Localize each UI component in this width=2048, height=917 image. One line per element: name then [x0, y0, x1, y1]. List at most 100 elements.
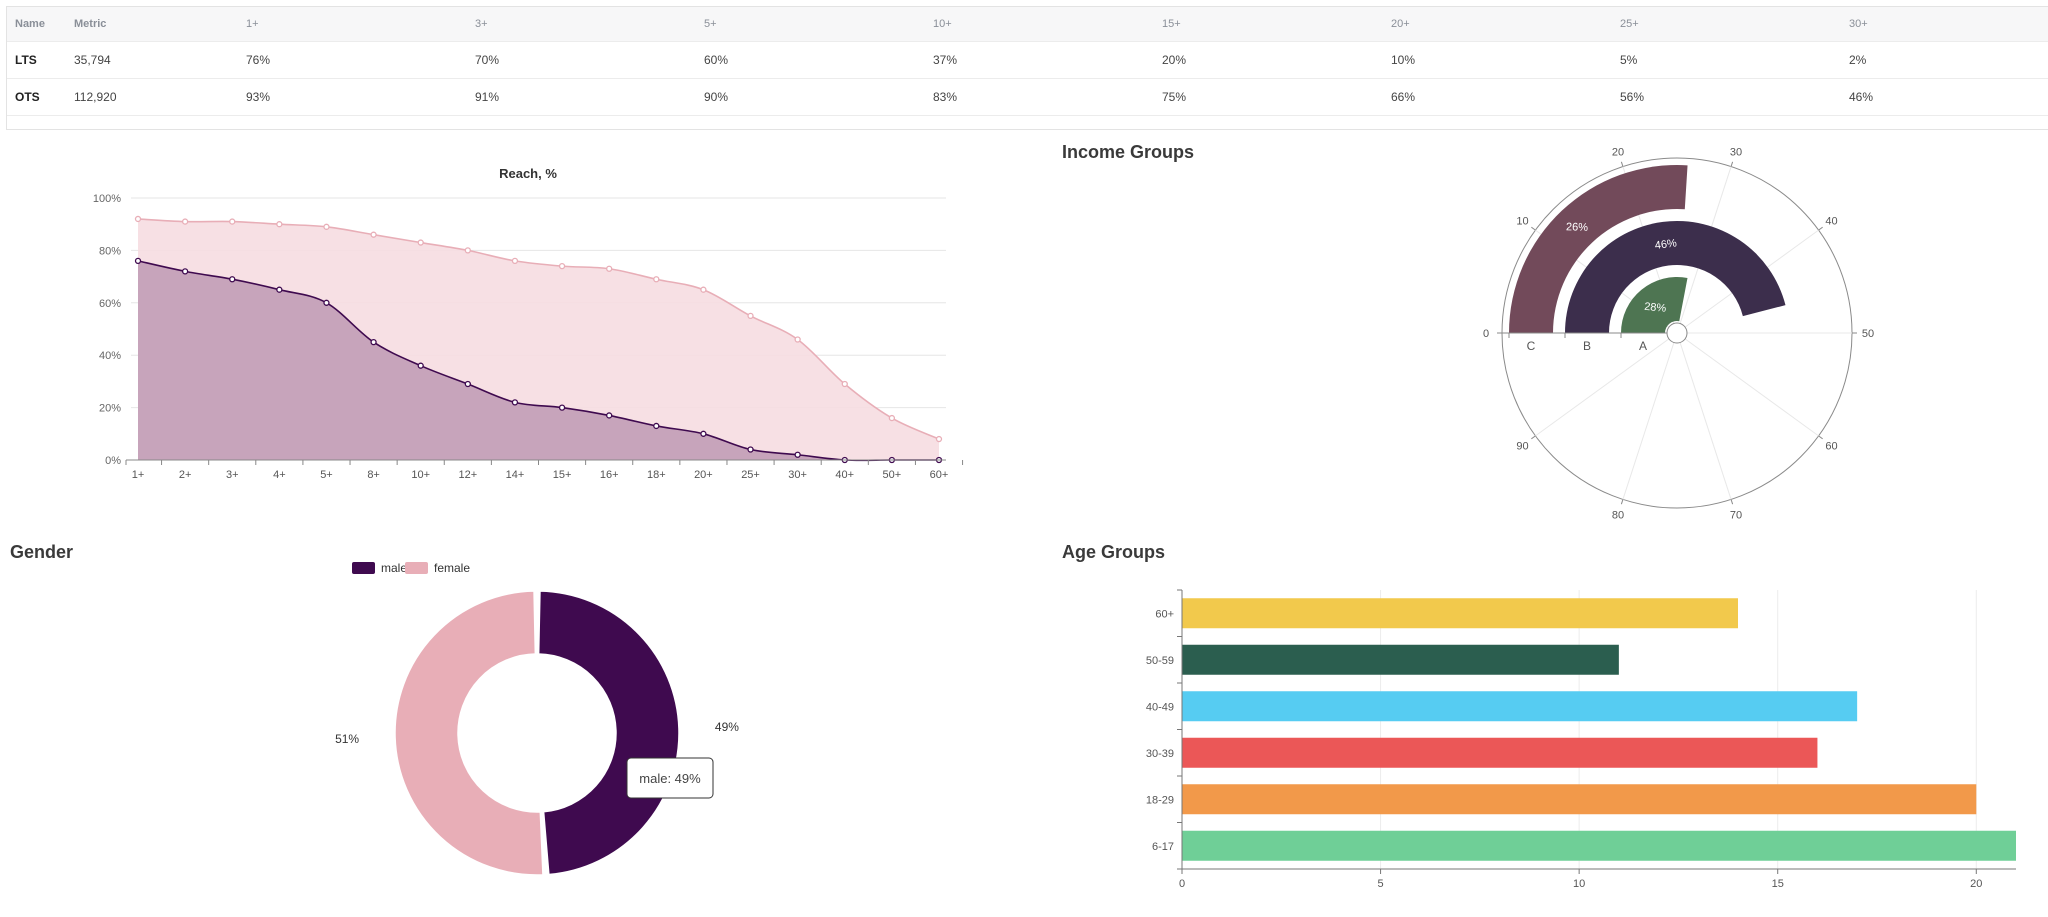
reach-xtick-label: 25+: [741, 469, 760, 481]
reach-point-ots: [558, 262, 566, 270]
reach-point-lts: [700, 430, 707, 437]
reach-point-ots: [747, 312, 754, 320]
income-radial-gridline: [1535, 332, 1678, 437]
income-bar-label: 46%: [1654, 237, 1678, 252]
gender-slice-female: [394, 590, 544, 876]
gender-slice-label: 51%: [335, 732, 359, 746]
reach-xtick-label: 50+: [883, 469, 902, 481]
income-angle-label: 50: [1862, 328, 1874, 340]
age-bar-60+: [1182, 598, 1738, 629]
reach-ytick-label: 80%: [99, 245, 121, 257]
header-name[interactable]: Name: [15, 17, 45, 30]
income-category-label: B: [1583, 339, 1591, 353]
age-bar-30-39: [1182, 737, 1818, 768]
income-angle-tick: [1730, 161, 1734, 167]
age-ytick-label: 50-59: [1146, 655, 1174, 667]
income-angle-tick: [1818, 226, 1823, 231]
reach-point-ots: [323, 223, 330, 230]
cell-value: 66%: [1391, 89, 1416, 104]
cell-value: 70%: [475, 52, 500, 67]
reach-point-lts: [464, 380, 471, 388]
reach-xtick-label: 8+: [367, 469, 380, 481]
cell-value: 46%: [1849, 89, 1874, 104]
income-bar-a: [1621, 277, 1688, 333]
cell-value: 20%: [1162, 52, 1187, 67]
income-angle-tick: [1818, 435, 1823, 440]
gender-tooltip-box: [626, 757, 714, 799]
cell-value: 90%: [704, 89, 729, 104]
reach-point-ots: [841, 380, 848, 388]
reach-chart-title: Reach, %: [499, 166, 557, 181]
header-metric[interactable]: Metric: [74, 17, 107, 30]
reach-ytick-label: 20%: [99, 403, 121, 415]
gender-chart: male female 49% 51% male: 49%: [335, 561, 739, 876]
reach-xtick-label: 18+: [647, 469, 666, 481]
reach-xtick-label: 14+: [506, 469, 525, 481]
cell-value: 93%: [246, 89, 271, 104]
age-bar-18-29: [1182, 784, 1977, 815]
income-angle-tick: [1531, 226, 1536, 231]
income-category-label: C: [1527, 339, 1536, 353]
cell-value: 75%: [1162, 89, 1187, 104]
reach-point-ots: [417, 239, 424, 246]
age-ytick-label: 40-49: [1146, 701, 1174, 713]
reach-point-ots: [511, 257, 519, 265]
reach-point-ots: [229, 218, 236, 225]
reach-point-lts: [558, 404, 566, 411]
reach-point-ots: [464, 247, 471, 254]
cell-value: 91%: [475, 89, 500, 104]
income-angle-label: 90: [1516, 440, 1528, 452]
reach-point-lts: [653, 422, 660, 430]
reach-xtick-label: 30+: [788, 469, 807, 481]
reach-line-lts: [137, 260, 939, 462]
age-ytick-label: 60+: [1155, 608, 1174, 620]
income-center-hole: [1666, 322, 1688, 344]
header-15plus[interactable]: 15+: [1162, 17, 1181, 30]
reach-ytick-label: 40%: [99, 350, 121, 362]
age-xtick-label: 10: [1573, 878, 1585, 890]
age-ytick-label: 18-29: [1146, 794, 1174, 806]
income-radial-gridline: [1676, 332, 1819, 437]
gender-slice-label: 49%: [715, 720, 739, 734]
reach-point-ots: [888, 414, 896, 422]
cell-value: 2%: [1849, 52, 1867, 67]
income-groups-title: Income Groups: [1062, 142, 1195, 162]
income-category-label: A: [1639, 339, 1647, 353]
reach-area-lts: [138, 260, 939, 461]
income-angle-label: 0: [1483, 328, 1489, 340]
reach-point-ots: [276, 221, 283, 228]
reach-point-lts: [417, 362, 424, 369]
reach-point-ots: [653, 276, 660, 283]
income-angle-label: 10: [1516, 216, 1528, 228]
header-25plus[interactable]: 25+: [1620, 17, 1639, 30]
reach-xtick-label: 40+: [835, 469, 854, 481]
reach-chart: Reach, % 0% 20% 40% 60% 80% 100% 1+ 2+ 3+ 4+ 5+ 8+ 1…: [93, 166, 964, 481]
income-bar-label: 28%: [1644, 301, 1667, 315]
header-10plus[interactable]: 10+: [933, 17, 952, 30]
header-30plus[interactable]: 30+: [1849, 17, 1868, 30]
income-angle-label: 40: [1825, 216, 1837, 228]
gender-legend-swatch-female: [405, 562, 428, 574]
reach-point-lts: [606, 412, 613, 419]
header-20plus[interactable]: 20+: [1391, 17, 1410, 30]
cell-metric: 112,920: [74, 89, 117, 104]
age-groups-panel: Age Groups 0 5 10 15 20 60+ 50-59 40-49 30-39 18-…: [1058, 536, 2048, 912]
cell-value: 60%: [704, 52, 729, 67]
income-bar-label: 26%: [1566, 221, 1589, 234]
age-ytick-label: 6-17: [1152, 841, 1174, 853]
reach-point-lts: [370, 338, 377, 346]
reach-xtick-label: 16+: [600, 469, 619, 481]
age-bar-50-59: [1182, 644, 1619, 675]
reach-point-lts: [181, 268, 189, 275]
gender-legend-label-male: male: [381, 561, 407, 575]
header-5plus[interactable]: 5+: [704, 17, 717, 30]
header-3plus[interactable]: 3+: [475, 17, 488, 30]
income-bar-c: [1509, 165, 1688, 333]
gender-slice-male: [537, 590, 680, 876]
header-1plus[interactable]: 1+: [246, 17, 259, 30]
reach-ytick-label: 0%: [105, 455, 121, 467]
reach-xtick-label: 15+: [553, 469, 572, 481]
reach-point-lts: [511, 399, 519, 406]
cell-value: 83%: [933, 89, 958, 104]
age-bar-6-17: [1182, 830, 2016, 861]
